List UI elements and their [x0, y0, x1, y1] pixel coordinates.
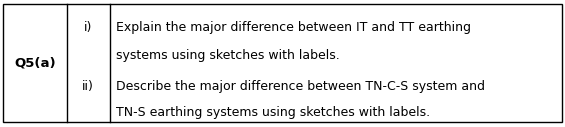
Text: systems using sketches with labels.: systems using sketches with labels.	[116, 49, 340, 62]
Text: Q5(a): Q5(a)	[14, 57, 56, 70]
Text: Describe the major difference between TN-C-S system and: Describe the major difference between TN…	[116, 80, 485, 93]
Text: Explain the major difference between IT and TT earthing: Explain the major difference between IT …	[116, 21, 471, 34]
Text: i): i)	[84, 21, 92, 34]
Text: ii): ii)	[82, 80, 94, 93]
Text: TN-S earthing systems using sketches with labels.: TN-S earthing systems using sketches wit…	[116, 106, 430, 119]
